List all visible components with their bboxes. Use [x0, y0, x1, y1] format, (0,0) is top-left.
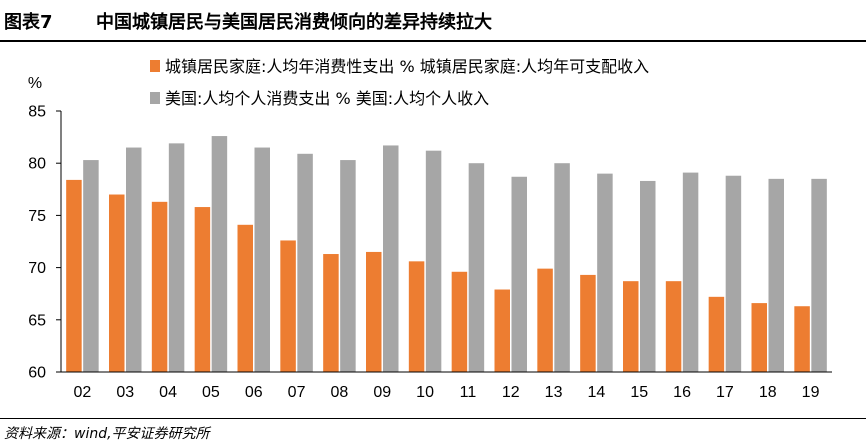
bar-us: [811, 178, 827, 372]
x-tick-label: 11: [460, 384, 477, 401]
bar-us: [682, 172, 699, 372]
x-tick-label: 04: [159, 384, 177, 401]
bar-us: [640, 180, 656, 372]
y-axis-unit-label: %: [28, 75, 42, 92]
bar-us: [597, 173, 613, 372]
x-tick-label: 19: [802, 384, 820, 401]
figure-header: 图表7 中国城镇居民与美国居民消费倾向的差异持续拉大: [0, 0, 866, 40]
y-tick-label: 65: [28, 312, 46, 329]
x-tick-label: 05: [202, 384, 220, 401]
y-tick-label: 70: [28, 260, 46, 277]
x-tick-label: 16: [673, 384, 691, 401]
bar-china: [408, 261, 425, 372]
x-tick-label: 10: [416, 384, 434, 401]
x-tick-label: 07: [288, 384, 306, 401]
figure-title: 中国城镇居民与美国居民消费倾向的差异持续拉大: [96, 12, 492, 33]
header-rule: [0, 40, 866, 42]
bar-us: [340, 160, 356, 372]
y-tick-label: 75: [28, 208, 46, 225]
bar-us: [297, 153, 313, 372]
bar-us: [83, 160, 99, 372]
bar-china: [623, 281, 639, 372]
bar-china: [109, 194, 125, 372]
x-tick-label: 15: [630, 384, 648, 401]
bar-china: [280, 240, 296, 372]
figure-number: 图表7: [4, 12, 53, 33]
bar-us: [725, 175, 742, 372]
source-note: 资料来源：wind,平安证券研究所: [4, 426, 210, 442]
bar-china: [194, 207, 211, 372]
bar-us: [554, 163, 570, 372]
bar-us: [768, 178, 784, 372]
x-tick-label: 17: [716, 384, 734, 401]
bar-us: [126, 147, 142, 372]
x-tick-label: 02: [74, 384, 92, 401]
bar-us: [254, 147, 270, 372]
legend-swatch: [150, 60, 160, 72]
bar-china: [708, 296, 725, 372]
bar-china: [323, 254, 339, 372]
bar-us: [168, 143, 185, 372]
x-tick-label: 18: [759, 384, 777, 401]
bar-us: [383, 145, 399, 372]
x-tick-label: 06: [245, 384, 263, 401]
bar-china: [151, 201, 168, 372]
bar-china: [537, 268, 553, 372]
bar-china: [66, 179, 82, 372]
legend-label: 城镇居民家庭:人均年消费性支出 % 城镇居民家庭:人均年可支配收入: [165, 57, 649, 76]
bar-china: [794, 306, 810, 372]
bar-chart: % 60 65 70 75 80 85 02 03 04 05 06 07 08 09 10 11 12 13 14 1…: [28, 57, 832, 401]
bar-china: [580, 274, 596, 372]
y-tick-label: 85: [28, 104, 46, 121]
x-tick-label: 09: [373, 384, 391, 401]
bar-us: [468, 163, 485, 372]
bar-china: [451, 271, 468, 372]
bar-china: [665, 281, 682, 372]
bar-china: [751, 303, 767, 372]
x-tick-label: 13: [545, 384, 563, 401]
bar-us: [425, 150, 442, 372]
y-tick-label: 60: [28, 365, 46, 382]
legend-label: 美国:人均个人消费支出 % 美国:人均个人收入: [165, 89, 489, 108]
footer-rule: [0, 418, 866, 419]
bar-us: [511, 176, 527, 372]
legend-swatch: [150, 92, 160, 104]
bar-china: [494, 289, 510, 372]
x-tick-label: 14: [588, 384, 606, 401]
x-tick-label: 08: [331, 384, 349, 401]
bar-us: [211, 136, 228, 372]
x-tick-label: 03: [116, 384, 134, 401]
bar-china: [366, 251, 382, 372]
y-tick-label: 80: [28, 156, 46, 173]
bar-china: [237, 224, 253, 372]
x-tick-label: 12: [502, 384, 520, 401]
